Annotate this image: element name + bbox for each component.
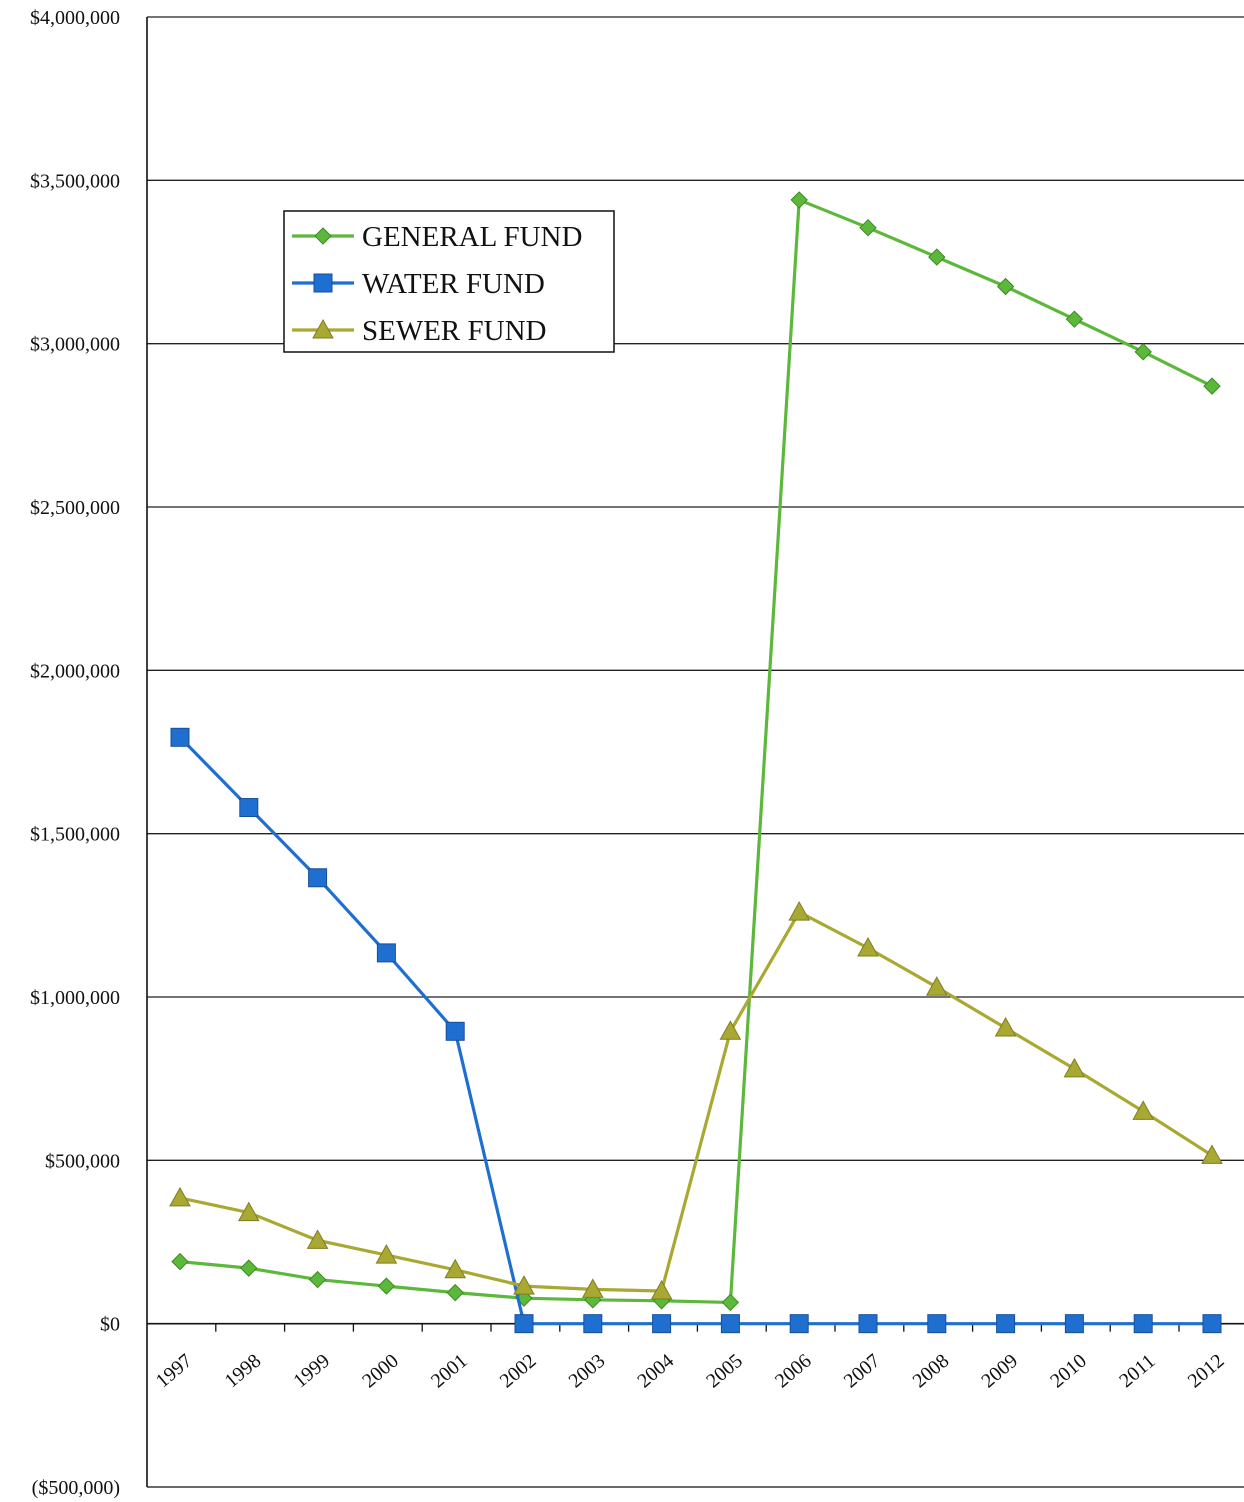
data-point [994,1017,1017,1037]
data-point [1203,377,1221,395]
x-tick-label: 2000 [358,1350,403,1393]
x-axis-tick-labels: 1997 1998 1999 2000 2001 2002 2003 2004 2005 2006… [152,1350,1229,1393]
data-point [650,1279,673,1300]
data-point [790,191,808,209]
series-line [178,736,1212,1326]
data-point [1064,1314,1084,1334]
data-point [1065,310,1084,328]
data-point [1063,1057,1086,1078]
data-point [996,277,1015,296]
data-point [928,248,946,266]
data-point [1202,1314,1222,1334]
data-point [581,1278,604,1298]
y-tick-label: $1,000,000 [30,987,120,1009]
legend-marker [314,227,332,245]
y-tick-label: $3,000,000 [30,334,120,356]
data-point [858,1314,878,1334]
data-point [927,1314,947,1334]
x-tick-label: 2001 [427,1350,472,1393]
data-point [239,798,259,818]
data-point [375,1244,398,1264]
x-tick-label: 2003 [565,1350,610,1393]
y-tick-label: ($500,000) [32,1477,120,1499]
legend: GENERAL FUND WATER FUND SEWER FUND [283,210,615,353]
data-point [583,1314,603,1334]
x-tick-label: 2007 [840,1350,885,1393]
x-tick-label: 2002 [496,1350,541,1393]
data-point [719,1020,742,1040]
series-lines [169,191,1223,1334]
data-point [996,1314,1016,1334]
legend-label: GENERAL FUND [362,221,582,253]
y-tick-label: $2,500,000 [30,497,120,519]
data-point [652,1314,672,1334]
series-line [179,198,1213,1305]
data-point [857,936,879,957]
data-point [1133,1314,1153,1334]
data-point [1201,1144,1223,1164]
data-point [925,976,948,996]
data-point [308,1270,327,1289]
x-tick-label: 2012 [1184,1350,1229,1393]
data-point [513,1275,535,1295]
x-tick-label: 1999 [289,1350,334,1393]
x-tick-label: 2005 [702,1350,747,1393]
data-point [237,1201,260,1222]
x-tick-label: 2011 [1115,1350,1159,1392]
y-tick-label: $0 [100,1314,120,1336]
data-point [514,1314,534,1334]
y-axis-tick-labels: ($500,000) $0 $500,000 $1,000,000 $1,500,000… [30,7,120,1499]
y-tick-label: $1,500,000 [30,824,120,846]
data-point [377,1277,396,1295]
y-tick-label: $3,500,000 [30,170,120,192]
data-point [788,901,811,921]
data-point [308,868,328,888]
y-tick-label: $2,000,000 [30,660,120,682]
series-line [179,910,1213,1293]
x-tick-label: 2004 [633,1350,678,1393]
x-tick-label: 1997 [152,1350,197,1393]
x-tick-label: 2010 [1046,1350,1091,1393]
data-point [169,1186,191,1207]
legend-marker [312,318,334,339]
data-point [306,1229,329,1249]
legend-label: WATER FUND [362,268,545,300]
data-point [170,727,190,747]
legend-marker [313,273,333,293]
y-tick-label: $4,000,000 [30,7,120,29]
y-tick-label: $500,000 [45,1150,120,1172]
data-point [445,1021,465,1041]
data-point [720,1314,740,1334]
data-point [171,1252,189,1271]
legend-label: SEWER FUND [362,315,546,347]
data-point [446,1283,464,1302]
data-point [444,1258,467,1279]
data-point [859,218,877,237]
data-point [789,1314,809,1334]
data-point [1132,1100,1155,1120]
x-tick-label: 1998 [221,1350,266,1393]
data-point [1134,343,1152,361]
data-point [240,1259,258,1277]
x-tick-label: 2006 [771,1350,816,1393]
data-point [721,1293,740,1312]
x-tick-label: 2008 [909,1350,954,1393]
x-tick-label: 2009 [977,1350,1022,1393]
data-point [376,943,396,963]
